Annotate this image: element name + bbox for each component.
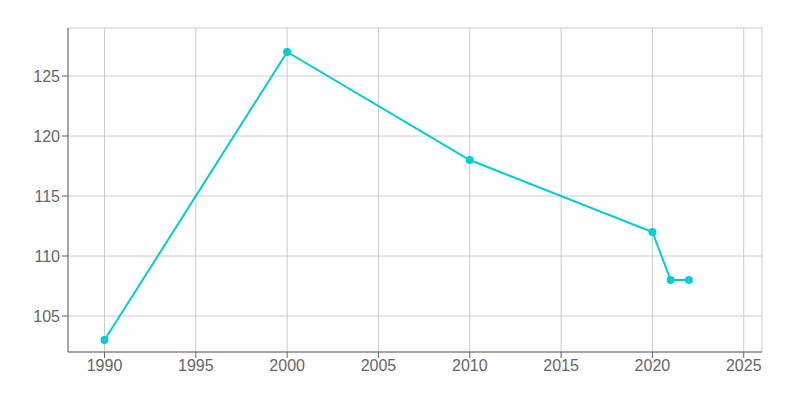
svg-text:2020: 2020: [635, 357, 671, 374]
svg-text:2005: 2005: [361, 357, 397, 374]
svg-text:105: 105: [33, 308, 60, 325]
svg-text:2000: 2000: [269, 357, 305, 374]
svg-text:1995: 1995: [178, 357, 214, 374]
svg-text:115: 115: [34, 188, 60, 205]
svg-text:2010: 2010: [452, 357, 488, 374]
svg-text:110: 110: [34, 248, 60, 265]
svg-text:1990: 1990: [87, 357, 123, 374]
svg-text:125: 125: [33, 68, 60, 85]
svg-text:120: 120: [33, 128, 60, 145]
svg-text:2015: 2015: [543, 357, 579, 374]
svg-text:2025: 2025: [726, 357, 762, 374]
